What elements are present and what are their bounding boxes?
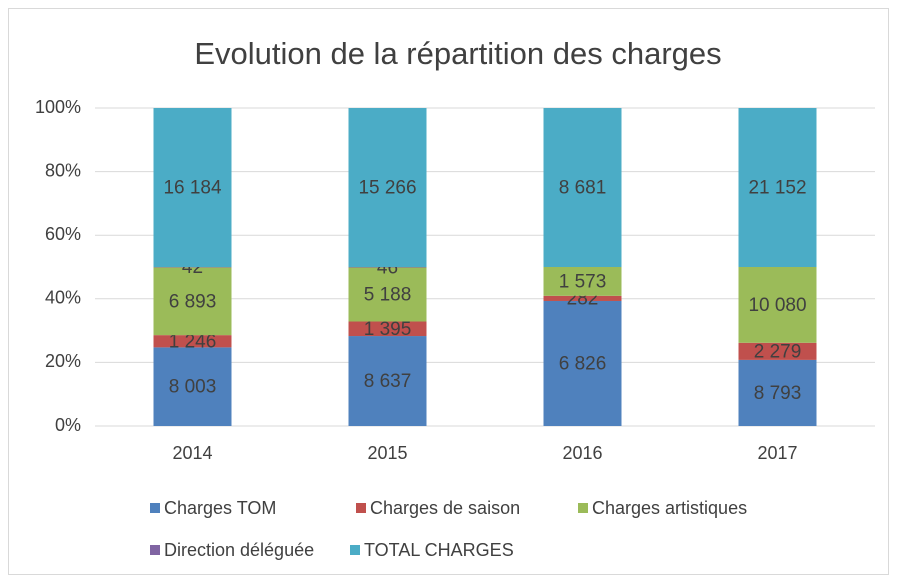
- data-label: 5 188: [364, 285, 412, 306]
- bar-segment: [543, 267, 622, 296]
- data-label: 8 003: [169, 377, 217, 398]
- bar-segment: [348, 321, 427, 337]
- data-label: 15 266: [358, 178, 416, 199]
- y-tick-label: 60%: [45, 224, 81, 244]
- bar-segment: [543, 300, 622, 426]
- x-tick-label: 2014: [172, 443, 212, 463]
- legend-label: TOTAL CHARGES: [364, 540, 514, 560]
- x-tick-label: 2016: [562, 443, 602, 463]
- legend-label: Charges de saison: [370, 498, 520, 518]
- bar-segment: [543, 108, 622, 267]
- data-label: 6 826: [559, 354, 607, 375]
- y-tick-label: 100%: [35, 97, 81, 117]
- legend-label: Direction déléguée: [164, 540, 314, 560]
- bar-segment: [738, 267, 817, 343]
- bar-segment: [738, 359, 817, 426]
- data-label: 16 184: [163, 178, 222, 199]
- legend-swatch: [356, 503, 366, 513]
- data-label: 2 279: [754, 341, 802, 362]
- bar-segment: [738, 108, 817, 267]
- legend-swatch: [150, 545, 160, 555]
- data-label: 8 681: [559, 178, 607, 199]
- bar-segment: [153, 347, 232, 426]
- y-tick-label: 40%: [45, 288, 81, 308]
- y-tick-label: 80%: [45, 160, 81, 180]
- data-label: 10 080: [748, 295, 806, 316]
- legend-label: Charges TOM: [164, 498, 276, 518]
- data-label: 1 246: [169, 331, 217, 352]
- data-label: 8 637: [364, 371, 412, 392]
- bar-segment: [153, 335, 232, 348]
- data-label: 1 573: [559, 271, 607, 292]
- bar-segment: [543, 295, 622, 301]
- bar-segment: [738, 342, 817, 360]
- bar-segment: [153, 108, 232, 267]
- bar-segment: [153, 267, 232, 336]
- y-tick-label: 0%: [55, 415, 81, 435]
- x-tick-label: 2015: [367, 443, 407, 463]
- data-label: 21 152: [748, 178, 806, 199]
- data-label: 6 893: [169, 291, 217, 312]
- legend-swatch: [578, 503, 588, 513]
- bar-segment: [348, 267, 427, 322]
- y-tick-label: 20%: [45, 351, 81, 371]
- chart-title: Evolution de la répartition des charges: [194, 36, 721, 71]
- data-label: 1 395: [364, 319, 412, 340]
- legend-swatch: [150, 503, 160, 513]
- legend-swatch: [350, 545, 360, 555]
- bar-segment: [348, 108, 427, 267]
- data-label: 8 793: [754, 383, 802, 404]
- x-tick-label: 2017: [757, 443, 797, 463]
- bar-segment: [348, 336, 427, 426]
- legend-label: Charges artistiques: [592, 498, 747, 518]
